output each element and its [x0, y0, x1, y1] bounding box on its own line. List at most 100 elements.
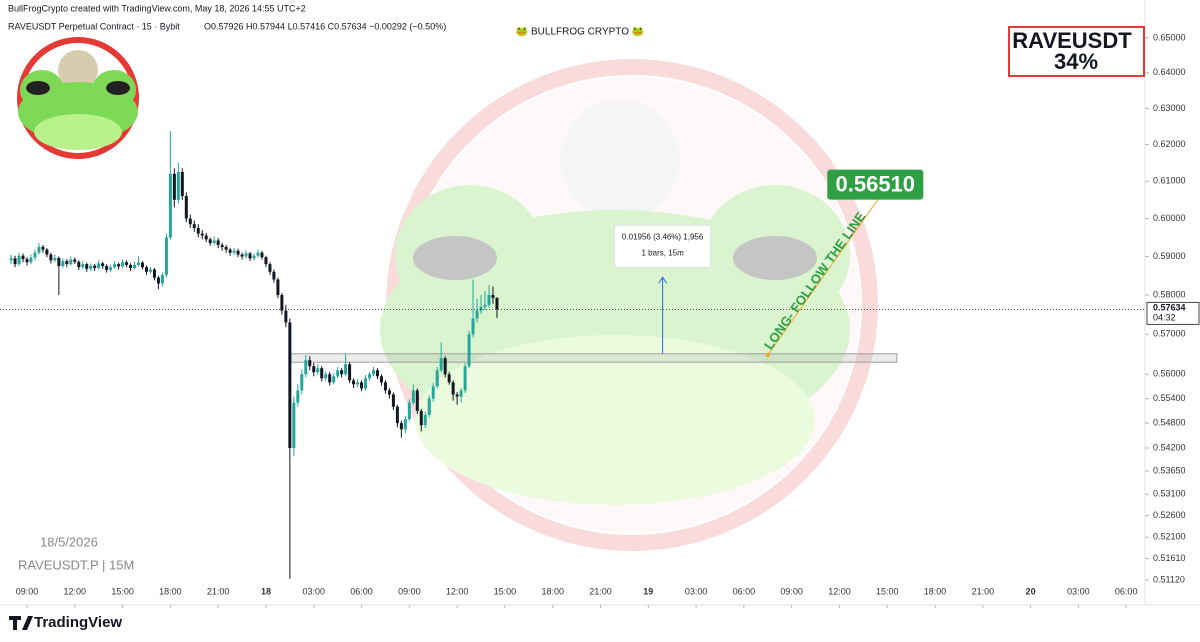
candle-body	[105, 266, 109, 270]
candle-body	[387, 390, 391, 395]
candle-body	[268, 264, 272, 272]
candle-body	[160, 274, 164, 284]
x-tick-label: 09:00	[398, 586, 421, 596]
candle-body	[200, 233, 204, 236]
y-tick-label: 0.65000	[1153, 32, 1186, 42]
frog-watermark	[380, 59, 878, 551]
candle-body	[352, 380, 356, 385]
logo	[17, 37, 139, 159]
x-tick-label: 18:00	[159, 586, 182, 596]
candle-body	[65, 261, 69, 265]
candle-body	[264, 257, 268, 265]
y-tick-label: 0.53650	[1153, 465, 1186, 475]
candle-body	[93, 265, 97, 268]
candle-body	[304, 360, 308, 375]
x-tick-label: 21:00	[972, 586, 995, 596]
watermark-symbol: RAVEUSDT.P | 15M	[18, 557, 134, 572]
candle-body	[137, 262, 141, 265]
x-tick-label: 12:00	[446, 586, 469, 596]
candle-body	[340, 370, 344, 375]
candle-body	[403, 419, 407, 430]
candle-body	[455, 394, 459, 397]
y-tick-label: 0.57000	[1153, 329, 1186, 339]
y-tick-label: 0.52600	[1153, 510, 1186, 520]
measure-text: 0.01956 (3.46%) 1,956	[622, 232, 704, 241]
x-tick-label: 15:00	[494, 586, 517, 596]
candle-body	[431, 386, 435, 399]
y-tick-label: 0.56000	[1153, 369, 1186, 379]
x-tick-label: 06:00	[733, 586, 756, 596]
candle-body	[140, 262, 144, 268]
x-tick-label: 20	[1026, 586, 1036, 596]
candle-body	[491, 295, 495, 298]
x-tick-label: 18:00	[924, 586, 947, 596]
candle-body	[125, 262, 129, 265]
x-tick-label: 21:00	[589, 586, 612, 596]
candle-body	[236, 250, 240, 255]
candle-body	[423, 414, 427, 426]
candle-body	[348, 364, 352, 381]
candle-body	[101, 263, 105, 267]
credit: BullFrogCrypto created with TradingView.…	[8, 3, 306, 13]
candle-body	[152, 269, 156, 278]
candle-body	[33, 252, 37, 258]
y-tick-label: 0.51120	[1153, 574, 1185, 584]
candle-body	[164, 237, 168, 275]
candle-body	[463, 366, 467, 391]
y-tick-label: 0.60000	[1153, 213, 1186, 223]
price-callout-box	[827, 169, 924, 200]
candle-body	[256, 252, 260, 256]
candle-body	[73, 259, 77, 262]
candle-body	[407, 402, 411, 420]
candle-body	[344, 364, 348, 375]
candle-body	[168, 173, 172, 238]
x-tick-label: 12:00	[828, 586, 851, 596]
candle-body	[479, 306, 483, 311]
candle-body	[336, 370, 340, 377]
candle-body	[284, 310, 288, 323]
candle-body	[443, 358, 447, 375]
candle-body	[427, 398, 431, 415]
candle-body	[25, 259, 29, 263]
candle-body	[360, 382, 364, 389]
candle-body	[29, 257, 33, 263]
x-tick-label: 06:00	[1115, 586, 1138, 596]
y-tick-label: 0.63000	[1153, 103, 1186, 113]
footer-logo: TradingView	[34, 614, 122, 631]
candle-body	[41, 246, 45, 250]
candle-body	[379, 376, 383, 383]
y-tick-label: 0.54200	[1153, 442, 1186, 452]
y-tick-label: 0.59000	[1153, 251, 1186, 261]
candle-body	[375, 370, 379, 377]
x-tick-label: 15:00	[111, 586, 134, 596]
x-tick-label: 09:00	[780, 586, 803, 596]
y-tick-label: 0.52100	[1153, 532, 1186, 542]
badge-value: 34%	[1054, 49, 1098, 74]
x-tick-label: 19	[643, 586, 653, 596]
candle-body	[475, 310, 479, 319]
candle-body	[300, 374, 304, 391]
candle-body	[176, 171, 180, 200]
candle-body	[296, 390, 300, 403]
candle-body	[248, 253, 252, 259]
candle-body	[487, 295, 491, 305]
candle-body	[208, 239, 212, 244]
measure-head	[658, 276, 668, 284]
candle-body	[435, 370, 439, 387]
candle-body	[395, 406, 399, 424]
candle-body	[368, 374, 372, 379]
candle-body	[172, 173, 176, 200]
candle-body	[85, 264, 89, 269]
candle-body	[17, 255, 21, 265]
candle-body	[415, 390, 419, 411]
candle-body	[192, 224, 196, 228]
x-tick-label: 03:00	[685, 586, 708, 596]
candle-body	[320, 368, 324, 379]
candle-body	[129, 264, 133, 268]
trend-line	[767, 197, 880, 356]
candle-body	[45, 249, 49, 255]
candle-body	[9, 258, 13, 261]
candle-body	[451, 382, 455, 395]
watermark-date: 18/5/2026	[40, 534, 98, 549]
candle-body	[495, 297, 499, 310]
